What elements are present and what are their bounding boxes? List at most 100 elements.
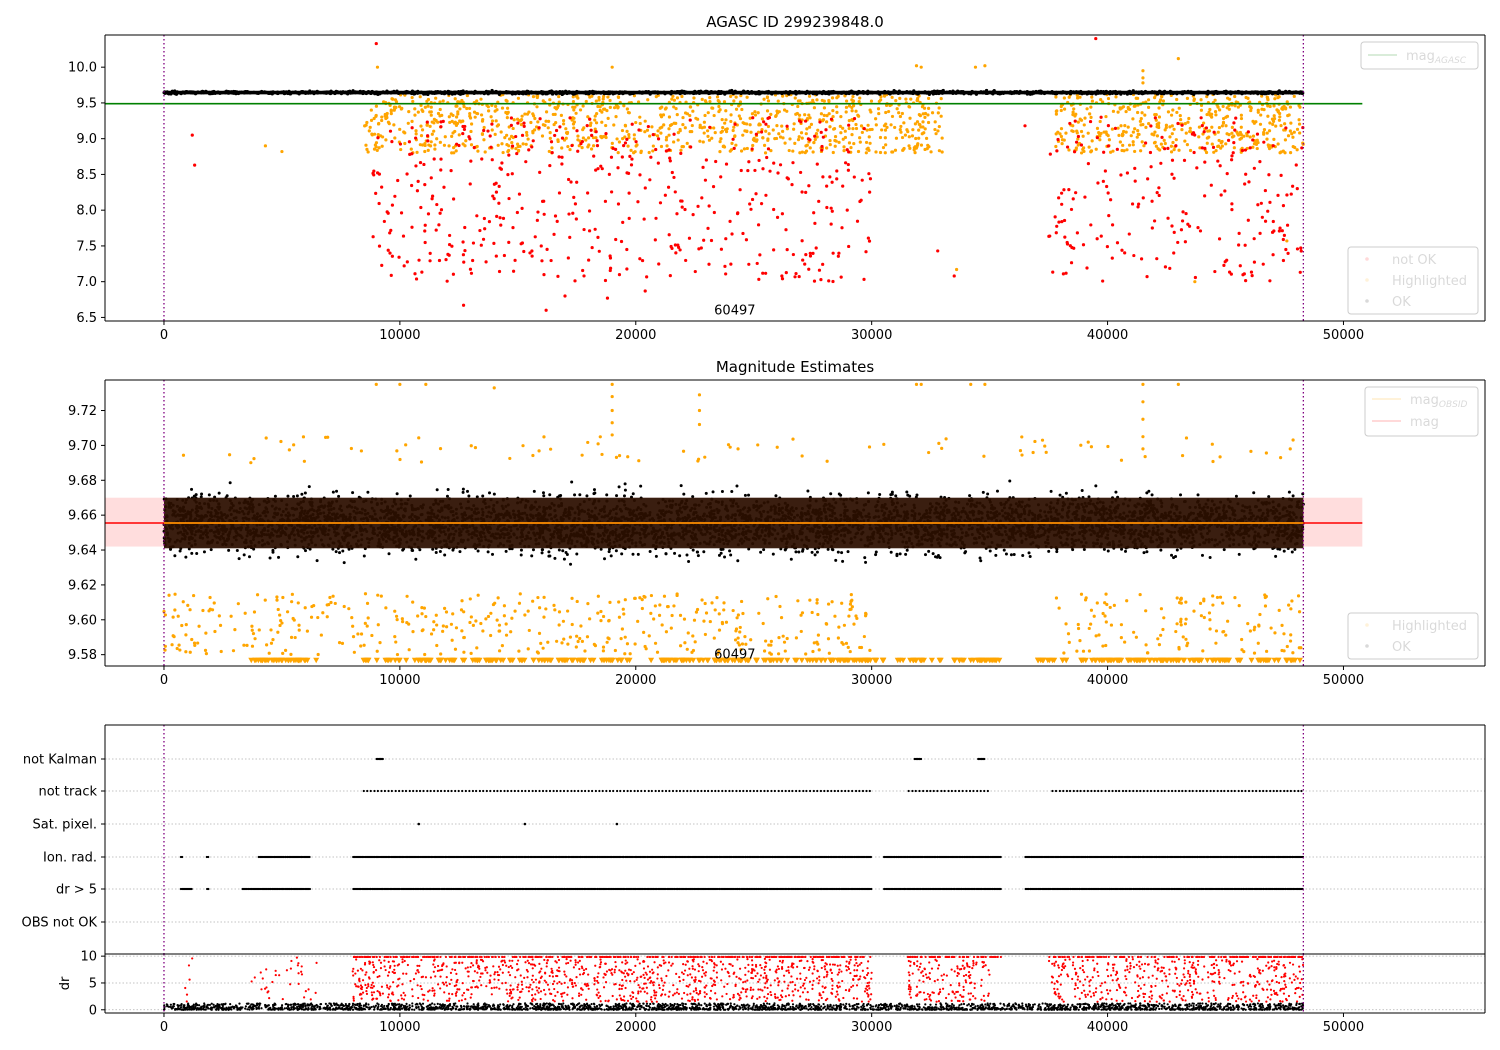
data-point (1054, 112, 1058, 116)
data-point (1224, 142, 1228, 146)
data-point (1055, 149, 1059, 153)
data-point (526, 137, 530, 141)
data-point (660, 105, 664, 109)
data-point (587, 258, 591, 262)
series-highlighted (162, 592, 1303, 657)
data-point (884, 103, 889, 108)
data-point (1211, 145, 1216, 149)
data-point (1214, 629, 1219, 633)
data-point (775, 215, 780, 219)
data-point (1135, 96, 1140, 100)
data-point (1244, 172, 1248, 176)
data-point (856, 149, 861, 154)
data-point (439, 120, 443, 124)
data-point (862, 126, 866, 131)
data-point (394, 614, 399, 618)
data-point (931, 92, 935, 96)
data-point (1240, 648, 1244, 652)
data-point (1125, 148, 1129, 152)
data-point (764, 639, 768, 643)
data-point (638, 596, 642, 600)
data-point (1184, 131, 1188, 135)
data-point (819, 278, 823, 282)
data-point (1247, 180, 1251, 184)
data-point (670, 246, 674, 251)
data-point (566, 256, 570, 260)
data-point (1295, 127, 1300, 131)
data-point (764, 271, 768, 275)
data-point (744, 642, 748, 646)
data-point (1096, 181, 1100, 185)
data-point (601, 645, 606, 649)
data-point (1174, 629, 1178, 634)
data-point (1148, 150, 1153, 155)
data-point (415, 150, 419, 154)
data-point (458, 119, 462, 123)
data-point (1144, 125, 1148, 129)
data-point (776, 171, 780, 175)
data-point (562, 637, 566, 641)
data-point (651, 144, 655, 148)
data-point (595, 139, 599, 143)
data-point (762, 97, 766, 101)
data-point (843, 135, 848, 140)
data-point (898, 127, 902, 132)
data-point (829, 206, 833, 210)
data-point (1136, 110, 1140, 115)
data-point (1062, 138, 1066, 142)
data-point (1198, 146, 1202, 150)
data-point (388, 129, 393, 133)
data-point (511, 90, 515, 94)
data-point (627, 216, 631, 220)
data-point (396, 178, 400, 183)
data-point (535, 218, 539, 222)
data-point (1177, 148, 1181, 152)
data-point (811, 98, 815, 103)
data-point (769, 652, 773, 656)
data-point (497, 201, 501, 205)
data-point (1159, 607, 1164, 611)
data-point (380, 115, 384, 119)
data-point (627, 135, 631, 140)
data-point (280, 621, 284, 625)
data-point (690, 123, 694, 128)
data-point (673, 243, 677, 247)
data-point (509, 123, 513, 128)
data-point (850, 109, 854, 113)
data-point (666, 604, 670, 609)
data-point (767, 116, 772, 120)
data-point (772, 161, 776, 165)
data-point (1245, 134, 1249, 138)
data-point (364, 143, 368, 147)
data-point (1164, 125, 1168, 130)
data-point (165, 90, 169, 94)
data-point (406, 121, 410, 125)
data-point (839, 115, 843, 119)
data-point (844, 99, 849, 103)
data-point (680, 94, 684, 99)
data-point (660, 125, 664, 129)
data-point (799, 613, 803, 617)
data-point (526, 609, 530, 613)
data-point (1081, 243, 1086, 247)
data-point (820, 144, 824, 149)
data-point (906, 130, 910, 134)
data-point (838, 124, 842, 128)
data-point (1218, 164, 1222, 168)
data-point (890, 150, 894, 154)
data-point (1055, 224, 1059, 228)
data-point (918, 114, 922, 118)
data-point (678, 613, 683, 617)
data-point (428, 251, 432, 256)
data-point (740, 599, 744, 604)
data-point (375, 649, 379, 653)
data-point (898, 552, 902, 556)
data-point (450, 119, 454, 123)
data-point (511, 126, 515, 131)
data-point (1288, 639, 1293, 643)
data-point (497, 184, 501, 188)
data-point (713, 130, 717, 135)
data-point (907, 104, 911, 109)
data-point (374, 145, 378, 149)
data-point (447, 144, 451, 148)
